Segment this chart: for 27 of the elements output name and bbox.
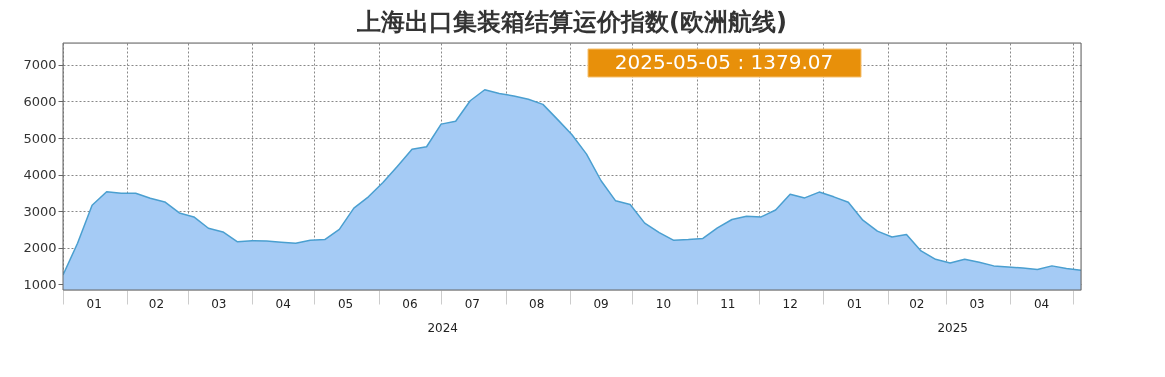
- annotation: 2025-05-05 : 1379.07: [614, 50, 834, 74]
- x-tick-label: 07: [464, 297, 480, 311]
- x-tick-label: 08: [529, 297, 545, 311]
- text: 2024: [427, 321, 458, 335]
- chart-title: 上海出口集装箱结算运价指数(欧洲航线): [356, 7, 787, 36]
- y-tick-label: 5000: [23, 130, 57, 146]
- x-tick-label: 06: [402, 297, 418, 311]
- x-tick-label: 12: [782, 297, 798, 311]
- x-tick-label: 09: [593, 297, 609, 311]
- x-tick-label: 01: [86, 297, 102, 311]
- x-tick-label: 01: [846, 297, 863, 311]
- x-tick-label: 02: [909, 297, 925, 311]
- y-tick-label: 3000: [23, 203, 57, 219]
- y-tick-label: 7000: [23, 57, 57, 73]
- x-tick-label: 04: [1033, 297, 1050, 311]
- x-tick-label: 02: [148, 297, 165, 311]
- y-tick-label: 1000: [23, 276, 57, 292]
- text: 2025: [937, 321, 969, 335]
- x-tick-label: 10: [655, 297, 672, 311]
- x-tick-label: 04: [275, 297, 291, 311]
- x-tick-label: 05: [337, 297, 354, 311]
- y-tick-label: 2000: [23, 240, 57, 256]
- x-tick-label: 03: [211, 297, 227, 311]
- x-tick-label: 11: [720, 297, 736, 311]
- y-tick-label: 4000: [23, 167, 57, 183]
- x-tick-label: 03: [969, 297, 985, 311]
- y-tick-label: 6000: [23, 93, 57, 109]
